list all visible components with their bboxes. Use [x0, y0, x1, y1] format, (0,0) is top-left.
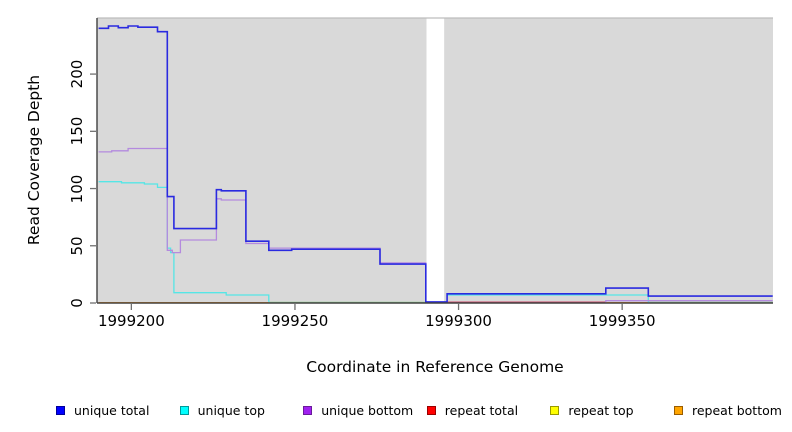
legend-item: repeat top — [550, 402, 634, 418]
y-tick-label: 200 — [68, 59, 86, 89]
legend-label: repeat total — [444, 402, 519, 418]
legend-swatch-icon — [179, 405, 189, 415]
x-tick-label: 1999350 — [588, 312, 656, 330]
legend-item: repeat bottom — [674, 402, 782, 418]
legend-label: unique total — [74, 402, 150, 418]
legend-swatch-icon — [550, 405, 560, 415]
legend-item: unique top — [179, 402, 265, 418]
x-tick-label: 1999250 — [261, 312, 329, 330]
y-axis-title: Read Coverage Depth — [25, 74, 43, 246]
legend-swatch-icon — [56, 405, 65, 415]
legend-label: repeat top — [568, 402, 634, 418]
legend-label: unique bottom — [321, 402, 414, 418]
legend-swatch-icon — [426, 405, 436, 415]
x-axis-title: Coordinate in Reference Genome — [306, 358, 564, 376]
legend-label: unique top — [197, 402, 265, 418]
y-tick-label: 0 — [68, 298, 86, 308]
legend-item: repeat total — [426, 402, 519, 418]
legend-swatch-icon — [674, 405, 683, 415]
y-tick-label: 50 — [68, 236, 86, 256]
legend-label: repeat bottom — [692, 402, 782, 418]
y-tick-label: 100 — [68, 174, 86, 203]
legend-swatch-icon — [303, 405, 313, 415]
legend-item: unique total — [56, 402, 149, 418]
x-tick-label: 1999300 — [425, 312, 492, 330]
legend-item: unique bottom — [303, 402, 413, 418]
x-tick-label: 1999200 — [97, 312, 165, 330]
y-tick-label: 150 — [68, 116, 86, 146]
